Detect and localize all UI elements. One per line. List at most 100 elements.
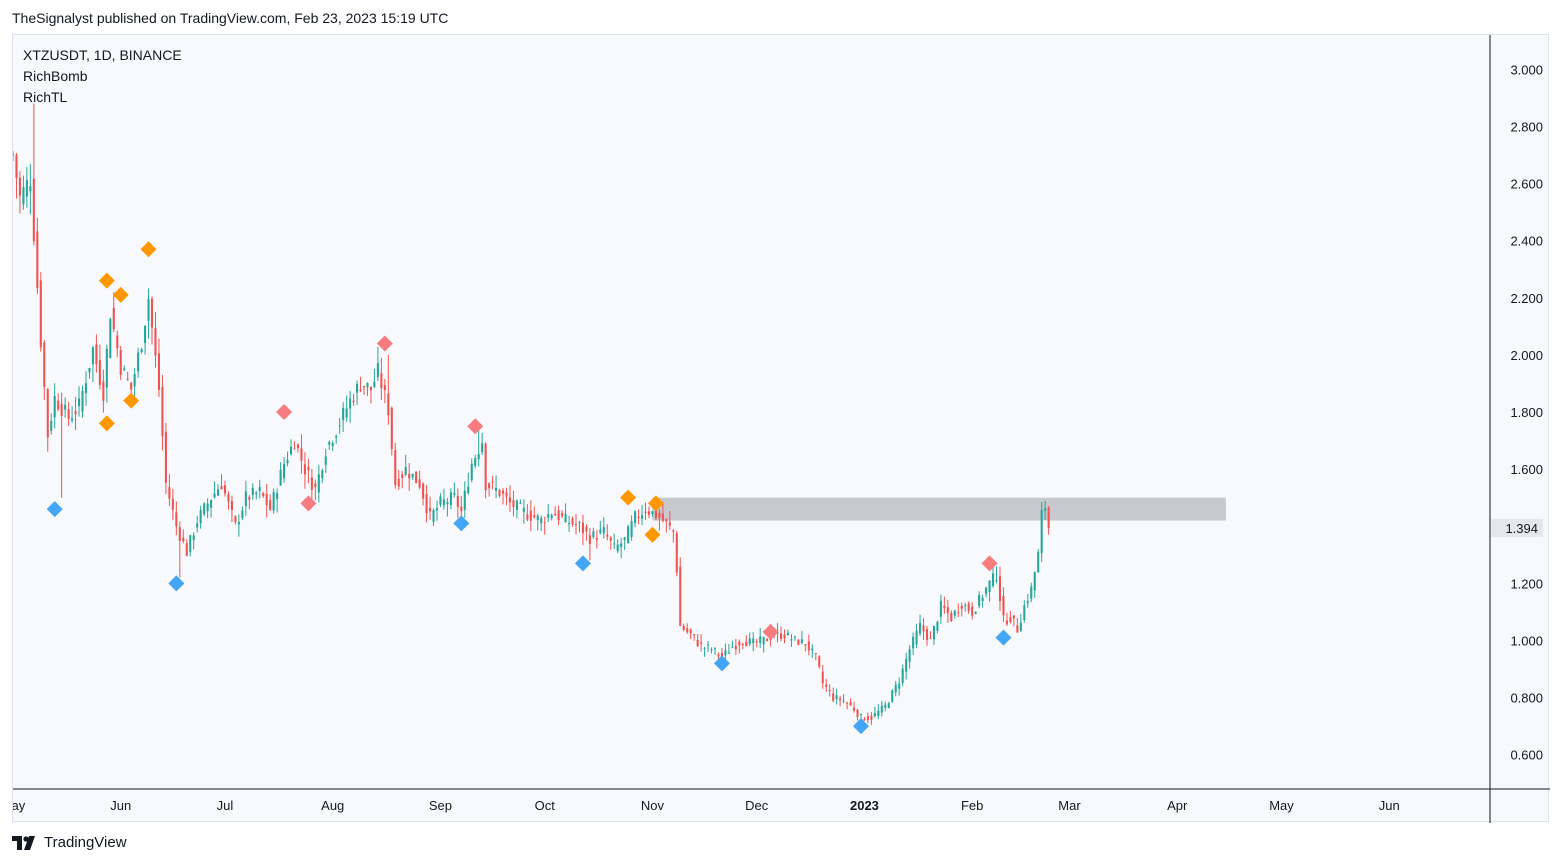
candle-body[interactable]: [18, 177, 21, 196]
candle-body[interactable]: [415, 471, 418, 484]
candle-body[interactable]: [498, 489, 501, 496]
candle-body[interactable]: [491, 481, 494, 483]
signal-marker-orange[interactable]: [620, 489, 637, 506]
candle-body[interactable]: [439, 496, 442, 505]
candle-body[interactable]: [463, 490, 466, 510]
candle-body[interactable]: [286, 460, 289, 464]
candle-body[interactable]: [422, 483, 425, 499]
candle-body[interactable]: [262, 493, 265, 497]
candle-body[interactable]: [779, 633, 783, 639]
candle-body[interactable]: [39, 280, 42, 348]
candle-body[interactable]: [1019, 622, 1022, 631]
candle-body[interactable]: [456, 495, 459, 508]
candle-body[interactable]: [109, 319, 112, 358]
candle-body[interactable]: [408, 473, 411, 479]
candle-body[interactable]: [731, 646, 734, 648]
candle-body[interactable]: [495, 487, 498, 491]
candle-body[interactable]: [745, 641, 748, 647]
candle-body[interactable]: [1030, 586, 1033, 600]
candle-body[interactable]: [884, 704, 887, 708]
candle-body[interactable]: [675, 533, 678, 573]
candle-body[interactable]: [623, 537, 626, 540]
candle-body[interactable]: [71, 418, 74, 421]
candle-body[interactable]: [818, 656, 821, 667]
candle-body[interactable]: [150, 298, 154, 328]
candle-body[interactable]: [543, 522, 546, 524]
signal-marker-blue[interactable]: [168, 575, 185, 592]
candle-body[interactable]: [77, 398, 81, 407]
candle-body[interactable]: [314, 483, 317, 488]
candle-body[interactable]: [289, 446, 293, 455]
candle-body[interactable]: [634, 511, 637, 524]
candle-body[interactable]: [428, 507, 432, 512]
candle-body[interactable]: [425, 494, 428, 514]
candle-body[interactable]: [36, 231, 39, 289]
candle-body[interactable]: [536, 515, 539, 521]
candle-body[interactable]: [707, 644, 710, 646]
candle-body[interactable]: [196, 523, 199, 528]
candle-body[interactable]: [105, 348, 108, 388]
candle-body[interactable]: [303, 464, 306, 475]
price-chart[interactable]: 0.6000.8001.0001.2001.4001.6001.8002.000…: [13, 35, 1550, 823]
candle-body[interactable]: [581, 522, 584, 534]
candle-body[interactable]: [797, 639, 800, 645]
candle-body[interactable]: [971, 606, 974, 616]
candle-body[interactable]: [922, 625, 925, 632]
candle-body[interactable]: [505, 492, 508, 497]
candle-body[interactable]: [272, 491, 275, 511]
candle-body[interactable]: [43, 342, 46, 387]
signal-marker-red[interactable]: [467, 418, 484, 435]
candle-body[interactable]: [144, 325, 147, 344]
candle-body[interactable]: [609, 537, 612, 541]
candle-body[interactable]: [1023, 605, 1026, 620]
candle-body[interactable]: [60, 403, 63, 416]
candle-body[interactable]: [157, 353, 161, 390]
candle-body[interactable]: [255, 492, 258, 495]
candle-body[interactable]: [137, 352, 140, 372]
signal-marker-blue[interactable]: [574, 555, 591, 572]
candle-body[interactable]: [53, 395, 56, 418]
candle-body[interactable]: [877, 710, 880, 716]
signal-marker-blue[interactable]: [995, 629, 1012, 646]
candle-body[interactable]: [602, 527, 605, 534]
candle-body[interactable]: [668, 522, 671, 526]
candle-body[interactable]: [248, 496, 251, 500]
candle-body[interactable]: [116, 335, 119, 349]
candle-body[interactable]: [592, 531, 595, 538]
candle-body[interactable]: [411, 473, 414, 478]
candle-body[interactable]: [693, 634, 696, 636]
candle-body[interactable]: [210, 500, 213, 508]
candle-body[interactable]: [223, 485, 227, 494]
candle-body[interactable]: [550, 514, 553, 519]
candle-body[interactable]: [939, 600, 942, 617]
candle-body[interactable]: [585, 526, 588, 532]
candle-body[interactable]: [147, 299, 150, 321]
candle-body[interactable]: [568, 523, 571, 525]
candle-body[interactable]: [574, 524, 578, 526]
candle-body[interactable]: [988, 580, 991, 593]
candle-body[interactable]: [328, 441, 331, 445]
candle-body[interactable]: [369, 386, 372, 391]
candle-body[interactable]: [800, 639, 803, 643]
candle-body[interactable]: [880, 705, 883, 713]
candle-body[interactable]: [81, 390, 84, 412]
candle-body[interactable]: [98, 360, 101, 385]
candle-body[interactable]: [978, 595, 981, 607]
candle-body[interactable]: [342, 407, 345, 421]
candle-body[interactable]: [839, 698, 842, 701]
candle-body[interactable]: [804, 644, 807, 646]
candle-body[interactable]: [679, 566, 682, 627]
candle-body[interactable]: [119, 349, 122, 375]
candle-body[interactable]: [397, 478, 400, 487]
candle-body[interactable]: [307, 466, 310, 471]
candle-body[interactable]: [373, 381, 376, 387]
candle-body[interactable]: [376, 362, 379, 378]
candle-body[interactable]: [891, 690, 894, 702]
candle-body[interactable]: [1005, 620, 1008, 625]
chart-frame[interactable]: 0.6000.8001.0001.2001.4001.6001.8002.000…: [12, 34, 1550, 823]
candle-body[interactable]: [46, 389, 49, 438]
candle-body[interactable]: [905, 658, 908, 672]
candle-body[interactable]: [216, 489, 220, 496]
candle-body[interactable]: [1002, 596, 1005, 616]
candle-body[interactable]: [578, 522, 581, 524]
